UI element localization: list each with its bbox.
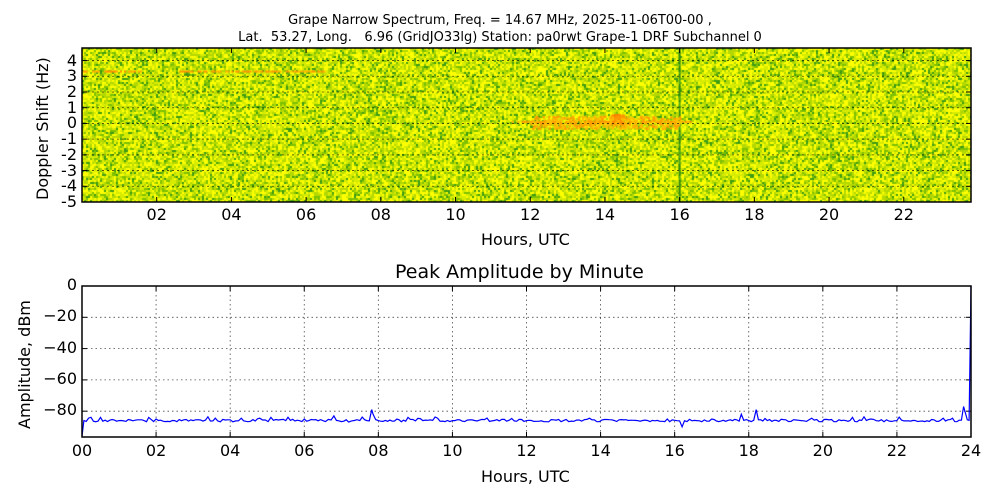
amplitude-x-tick-label: 04 [219, 441, 241, 460]
spectrogram-x-tick-label: 02 [146, 205, 167, 224]
amplitude-x-tick-label: 22 [886, 441, 908, 460]
spectrogram-x-tick-label: 16 [669, 205, 690, 224]
amplitude-y-axis-label: Amplitude, dBm [15, 300, 34, 429]
amplitude-series-line [81, 285, 972, 437]
amplitude-x-axis-label: Hours, UTC [481, 467, 570, 486]
amplitude-x-tick-label: 24 [960, 441, 982, 460]
amplitude-y-tick-label: −40 [43, 337, 77, 357]
amplitude-x-tick-label: 02 [145, 441, 167, 460]
spectrogram-x-tick-label: 12 [520, 205, 541, 224]
amplitude-x-tick-label: 12 [516, 441, 537, 460]
spectrogram-x-axis-label: Hours, UTC [481, 230, 570, 249]
spectrogram-y-tick-label: -5 [61, 192, 77, 211]
amplitude-y-tick-label: −80 [43, 400, 77, 420]
amplitude-x-tick-label: 14 [590, 441, 611, 460]
spectrogram-x-tick-label: 06 [295, 205, 317, 224]
amplitude-chart-title: Peak Amplitude by Minute [395, 261, 644, 283]
spectrogram-y-tick-label: -3 [61, 160, 77, 180]
amplitude-x-tick-label: 00 [71, 441, 93, 460]
spectrogram-y-tick-label: 2 [66, 82, 77, 101]
spectrogram-y-tick-label: 4 [66, 50, 77, 70]
amplitude-y-tick-label: 0 [66, 275, 77, 294]
spectrogram-y-tick-label: 3 [66, 66, 77, 86]
amplitude-y-tick-label: −60 [43, 368, 77, 388]
amplitude-y-tick-label: −20 [43, 306, 77, 326]
spectrogram-y-tick-label: -1 [61, 129, 77, 149]
spectrogram-x-tick-label: 04 [221, 205, 242, 224]
spectrogram-y-tick-label: 1 [66, 97, 77, 117]
spectrogram-x-tick-label: 20 [818, 205, 840, 224]
amplitude-x-tick-label: 18 [738, 441, 759, 460]
amplitude-x-tick-label: 16 [664, 441, 685, 460]
spectrogram-x-tick-label: 22 [893, 205, 914, 224]
amplitude-x-tick-label: 08 [368, 441, 389, 460]
spectrogram-x-tick-label: 10 [445, 205, 466, 224]
figure-title-line2: Lat. 53.27, Long. 6.96 (GridJO33lg) Stat… [238, 30, 762, 45]
amplitude-x-tick-label: 20 [812, 441, 833, 460]
amplitude-x-tick-label: 10 [442, 441, 463, 460]
spectrogram-y-tick-label: -2 [61, 144, 77, 164]
figure-title-line1: Grape Narrow Spectrum, Freq. = 14.67 MHz… [288, 13, 712, 28]
spectrogram-y-tick-label: -4 [61, 176, 77, 196]
amplitude-x-tick-label: 06 [294, 441, 315, 460]
spectrogram-x-tick-label: 14 [594, 205, 616, 224]
spectrogram-x-tick-label: 18 [744, 205, 765, 224]
spectrogram-y-tick-label: 0 [66, 113, 77, 133]
spectrogram-x-tick-label: 08 [370, 205, 391, 224]
